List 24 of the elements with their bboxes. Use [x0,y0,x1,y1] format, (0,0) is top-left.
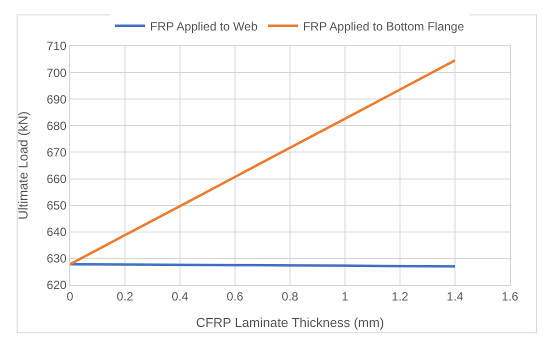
x-tick-label: 0.6 [226,289,244,304]
y-tick-label: 700 [46,66,67,80]
y-tick-label: 620 [46,278,67,292]
y-tick-label: 670 [46,145,67,160]
y-tick-label: 630 [46,252,67,266]
x-tick-label: 1.4 [446,289,464,304]
y-tick-label: 710 [46,39,67,54]
y-axis-title: Ultimate Load (kN) [16,111,31,220]
y-tick-label: 660 [46,172,67,186]
legend-label: FRP Applied to Bottom Flange [302,19,464,34]
x-axis-title: CFRP Laminate Thickness (mm) [196,315,384,330]
x-tick-label: 0.4 [172,289,189,304]
x-tick-label: 1.6 [502,289,519,304]
legend-label: FRP Applied to Web [150,19,258,34]
x-tick-label: 0.8 [282,289,299,304]
y-tick-label: 680 [46,118,67,133]
y-tick-label: 650 [46,198,67,213]
y-tick-label: 690 [46,92,67,106]
y-tick-label: 640 [46,225,67,240]
line-series [70,59,456,266]
x-tick-label: 0.2 [116,289,134,304]
x-tick-label: 1 [342,289,349,304]
x-tick-label: 0 [66,289,74,304]
x-tick-label: 1.2 [392,289,409,304]
